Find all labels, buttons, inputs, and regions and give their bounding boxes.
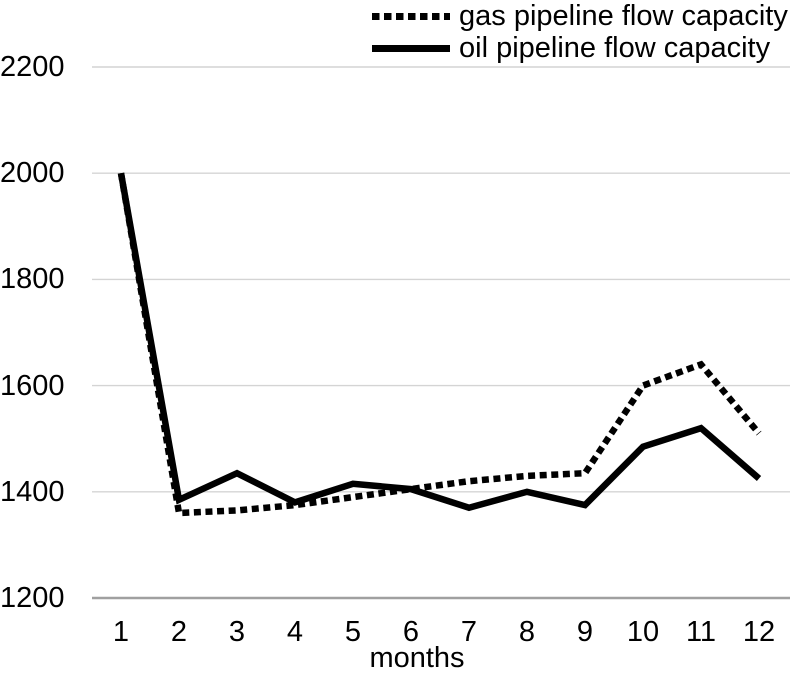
y-tick-1600: 1600 [0, 369, 65, 402]
x-tick-7: 7 [460, 616, 478, 648]
legend-label-oil: oil pipeline flow capacity [459, 32, 771, 64]
y-tick-2200: 2200 [0, 51, 65, 83]
y-tick-1800: 1800 [0, 263, 65, 296]
x-tick-12: 12 [742, 616, 776, 648]
gas-series-line [117, 172, 762, 517]
legend-label-gas: gas pipeline flow capacity [459, 0, 788, 32]
x-tick-4: 4 [286, 616, 304, 648]
legend-item-gas: gas pipeline flow capacity [372, 0, 788, 32]
x-tick-5: 5 [344, 616, 362, 648]
x-tick-1: 1 [112, 616, 130, 648]
x-tick-11: 11 [685, 616, 717, 648]
x-tick-8: 8 [518, 616, 536, 648]
y-tick-1400: 1400 [0, 475, 65, 508]
x-tick-9: 9 [576, 616, 594, 648]
oil-solid-line-sample [372, 44, 450, 52]
x-tick-10: 10 [626, 616, 660, 648]
x-tick-3: 3 [228, 616, 246, 648]
legend-item-oil: oil pipeline flow capacity [372, 32, 788, 64]
gas-dotted-line-sample [372, 12, 450, 20]
x-axis-title: months [369, 642, 465, 674]
oil-series-line [117, 172, 762, 512]
y-tick-2000: 2000 [0, 157, 65, 190]
y-tick-1200: 1200 [0, 582, 65, 614]
x-tick-2: 2 [170, 616, 188, 648]
x-tick-6: 6 [402, 616, 420, 648]
legend: gas pipeline flow capacity oil pipeline … [372, 0, 788, 64]
